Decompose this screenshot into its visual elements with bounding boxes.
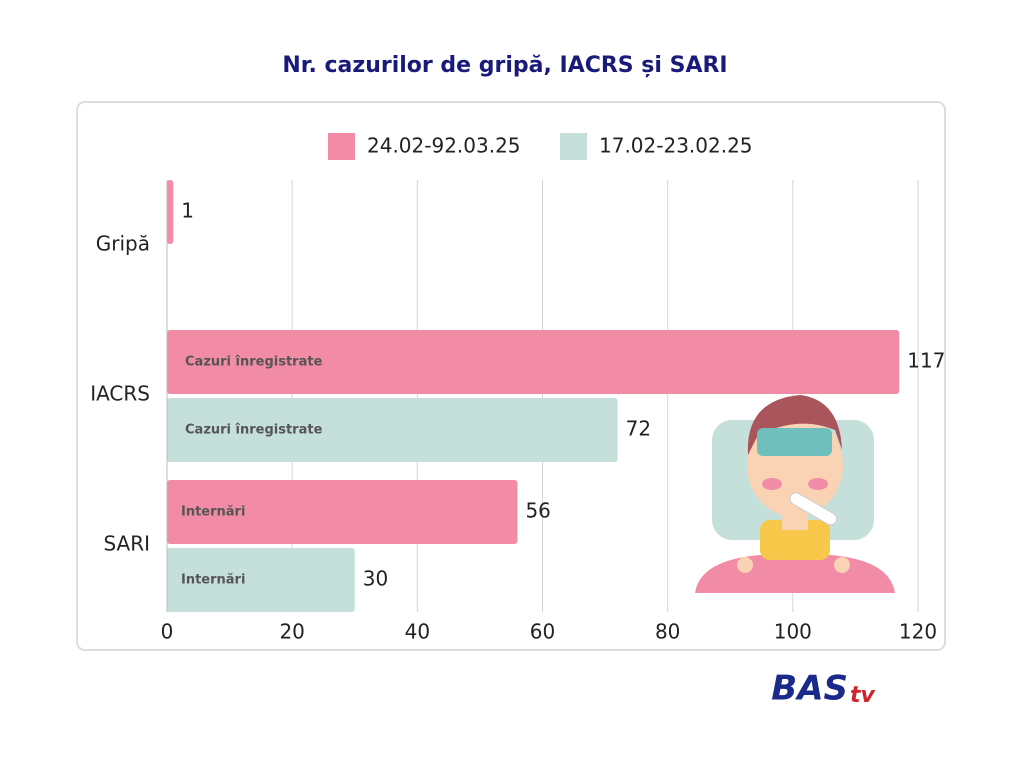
x-tick-label: 40 <box>405 620 430 644</box>
bar <box>167 180 174 244</box>
bar <box>167 480 518 544</box>
logo-sub: tv <box>850 683 876 708</box>
x-tick-label: 0 <box>161 620 174 644</box>
bar <box>167 330 900 394</box>
x-tick-label: 60 <box>530 620 555 644</box>
x-tick-label: 20 <box>279 620 304 644</box>
bar-annotation: Internări <box>181 505 245 520</box>
bar-annotation: Internări <box>181 573 245 588</box>
legend-label: 24.02-92.03.25 <box>367 134 521 158</box>
value-label: 30 <box>363 567 388 591</box>
bar <box>167 398 618 462</box>
value-label: 56 <box>525 499 550 523</box>
y-tick-label: Gripă <box>96 232 150 256</box>
x-tick-label: 100 <box>774 620 812 644</box>
legend-label: 17.02-23.02.25 <box>599 134 753 158</box>
logo-main: BAS <box>771 669 848 709</box>
x-tick-label: 120 <box>899 620 937 644</box>
illustration <box>695 395 895 593</box>
bar <box>167 548 355 612</box>
plot: 0 20 40 60 80 100 120 24.02-92.03.25 17.02-23.02… <box>90 133 945 644</box>
legend-swatch <box>560 133 587 160</box>
y-tick-label: IACRS <box>90 382 150 406</box>
bar-annotation: Cazuri înregistrate <box>185 423 323 438</box>
value-label: 1 <box>181 199 194 223</box>
y-tick-label: SARI <box>103 532 150 556</box>
value-label: 72 <box>626 417 651 441</box>
bar-annotation: Cazuri înregistrate <box>185 355 323 370</box>
x-tick-label: 80 <box>655 620 680 644</box>
legend-swatch <box>328 133 355 160</box>
value-label: 117 <box>907 349 945 373</box>
chart-title: Nr. cazurilor de gripă, IACRS și SARI <box>282 53 727 78</box>
